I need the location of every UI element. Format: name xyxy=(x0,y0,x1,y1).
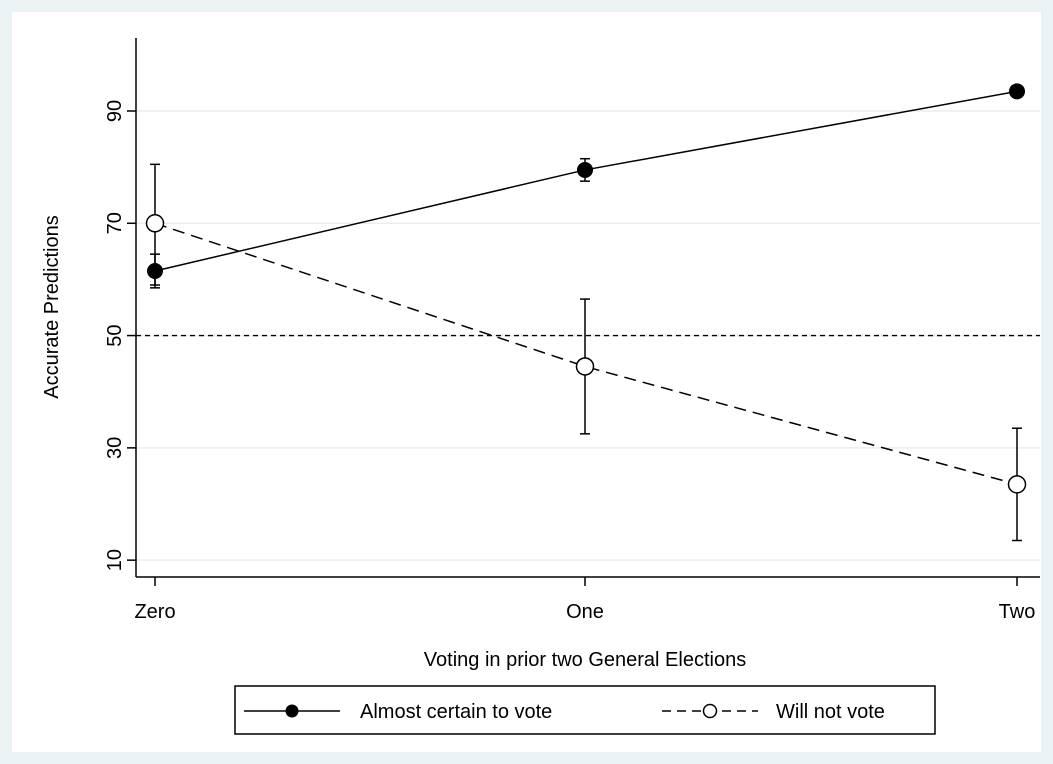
y-tick-label: 50 xyxy=(104,324,126,346)
x-tick-label: One xyxy=(566,601,604,623)
y-axis-title: Accurate Predictions xyxy=(41,215,63,398)
y-tick-label: 70 xyxy=(104,212,126,234)
chart-background xyxy=(12,12,1041,752)
series-group xyxy=(145,83,1027,542)
data-point xyxy=(145,214,165,233)
legend-item-almost-certain: Almost certain to vote xyxy=(244,701,552,723)
y-tick-label: 10 xyxy=(104,549,126,571)
y-tick-label: 90 xyxy=(104,100,126,122)
data-point xyxy=(1009,83,1025,100)
legend: Almost certain to vote Will not vote xyxy=(234,685,936,735)
x-axis-title: Voting in prior two General Elections xyxy=(424,649,746,671)
data-point xyxy=(577,161,593,178)
legend-box xyxy=(234,685,936,735)
x-tick-label: Two xyxy=(999,601,1036,623)
series-will-not-vote xyxy=(145,163,1027,542)
legend-marker-hollow xyxy=(702,703,718,719)
legend-item-will-not-vote: Will not vote xyxy=(662,701,885,723)
legend-marker-filled xyxy=(285,704,299,718)
y-tick-label: 30 xyxy=(104,437,126,459)
x-ticks: Zero One Two xyxy=(134,577,1035,623)
legend-label: Will not vote xyxy=(776,701,885,723)
y-ticks: 10 30 50 70 90 xyxy=(104,100,136,571)
series-line xyxy=(154,222,1018,486)
legend-label: Almost certain to vote xyxy=(360,701,552,723)
series-almost-certain xyxy=(147,83,1025,289)
x-tick-label: Zero xyxy=(134,601,175,623)
axes xyxy=(135,38,1040,578)
data-point xyxy=(1007,475,1027,494)
data-point xyxy=(575,357,595,376)
